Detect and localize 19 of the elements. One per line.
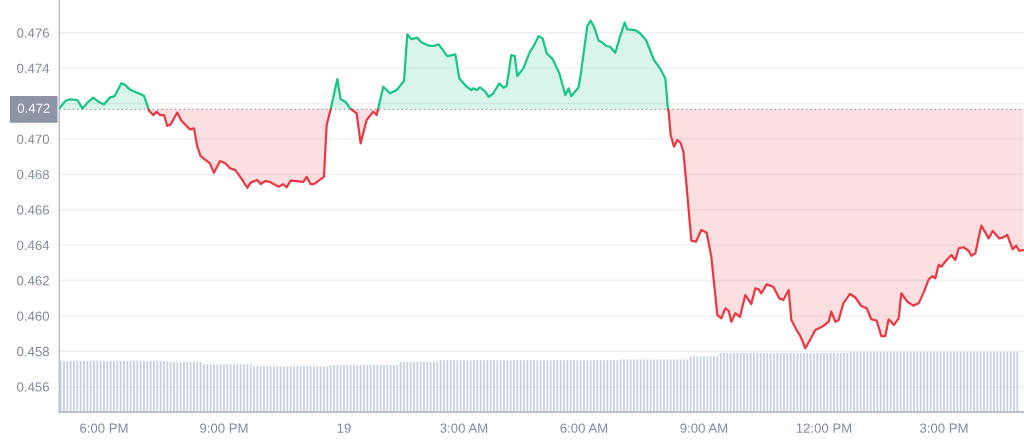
x-tick-label: 12:00 PM bbox=[796, 423, 852, 433]
y-tick-label: 0.468 bbox=[17, 169, 50, 180]
y-tick-label: 0.458 bbox=[17, 346, 50, 357]
y-tick-label: 0.474 bbox=[17, 63, 50, 74]
y-tick-label: 0.462 bbox=[17, 276, 49, 286]
x-tick-label: 19 bbox=[337, 423, 351, 433]
x-tick-label: 3:00 AM bbox=[440, 423, 488, 433]
ref-line-label: 0.472 bbox=[17, 103, 50, 113]
x-tick-label: 9:00 PM bbox=[200, 423, 248, 433]
x-tick-label: 6:00 PM bbox=[80, 423, 128, 433]
y-tick-label: 0.464 bbox=[17, 240, 50, 251]
y-tick-label: 0.456 bbox=[17, 382, 49, 392]
x-tick-label: 9:00 AM bbox=[680, 423, 728, 433]
x-tick-label: 6:00 AM bbox=[560, 423, 608, 433]
y-tick-label: 0.476 bbox=[17, 28, 49, 38]
x-tick-label: 3:00 PM bbox=[919, 423, 968, 433]
y-tick-label: 0.466 bbox=[17, 205, 49, 215]
y-tick-label: 0.460 bbox=[17, 311, 50, 321]
y-tick-label: 0.470 bbox=[17, 134, 50, 144]
